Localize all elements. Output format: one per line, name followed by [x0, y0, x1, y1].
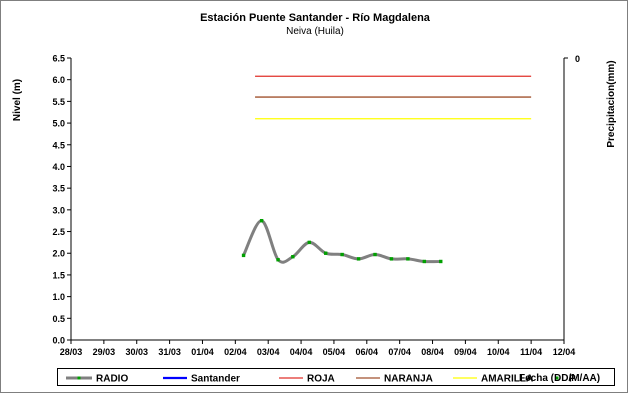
- data-point-p: [307, 240, 311, 245]
- y-tick-label: 4.5: [52, 140, 65, 150]
- legend-label-p: P: [569, 374, 576, 385]
- y-tick-label: 3.5: [52, 184, 65, 194]
- legend-marker-radio: [77, 376, 81, 380]
- y2-axis-label: Precipitacion(mm): [606, 60, 617, 147]
- legend-label-naranja: NARANJA: [384, 374, 433, 385]
- data-point-p: [340, 252, 344, 257]
- x-tick-label: 03/04: [257, 347, 280, 357]
- x-tick-label: 02/04: [224, 347, 247, 357]
- x-tick-labels: 28/03 29/03 30/03 31/03 01/04 02/04 03/04 04/04…: [60, 347, 576, 357]
- y-tick-label: 6.5: [52, 54, 65, 64]
- x-tick-label: 30/03: [125, 347, 148, 357]
- y2-tick-label: 0: [575, 54, 580, 64]
- y-tick-label: 1.0: [52, 292, 65, 302]
- x-tick-label: 12/04: [553, 347, 576, 357]
- x-tick-label: 01/04: [191, 347, 214, 357]
- y-tick-label: 5.5: [52, 97, 65, 107]
- y-tick-label: 0.5: [52, 314, 65, 324]
- y-tick-label: 4.0: [52, 162, 65, 172]
- x-tick-label: 07/04: [388, 347, 411, 357]
- x-axis-label: Fecha (DD/M/AA): [519, 373, 601, 384]
- series-points: [241, 218, 443, 264]
- x-tick-label: 06/04: [356, 347, 379, 357]
- data-point-p: [389, 257, 394, 261]
- x-tick-label: 09/04: [454, 347, 477, 357]
- x-tick-label: 08/04: [421, 347, 444, 357]
- y-tick-label: 5.0: [52, 119, 65, 129]
- data-point-p: [422, 259, 427, 264]
- y-tick-label: 3.0: [52, 205, 65, 215]
- y-tick-labels: 0.0 0.5 1.0 1.5 2.0 2.5 3.0 3.5 4.0 4.5 5.0 5.5 6.0 6…: [52, 54, 65, 346]
- legend-label-radio: RADIO: [96, 374, 128, 385]
- y2-tick-labels: 0: [575, 54, 580, 64]
- data-point-p: [291, 255, 295, 259]
- legend: RADIO Santander ROJA NARANJA AMARILLA P: [57, 368, 615, 386]
- data-point-p: [276, 258, 280, 262]
- data-point-p: [324, 251, 328, 255]
- y-tick-label: 6.0: [52, 75, 65, 85]
- x-tick-label: 10/04: [487, 347, 510, 357]
- y-axis-label: Nivel (m): [12, 79, 23, 121]
- data-point-p: [259, 218, 264, 223]
- legend-swatch-p: [555, 376, 559, 380]
- series-lines: [242, 75, 532, 264]
- x-tick-label: 04/04: [290, 347, 313, 357]
- legend-svg: RADIO Santander ROJA NARANJA AMARILLA P: [66, 374, 576, 385]
- y-tick-label: 1.5: [52, 270, 65, 280]
- x-tick-label: 29/03: [93, 347, 116, 357]
- y-tick-label: 2.0: [52, 249, 65, 259]
- y-tick-label: 0.0: [52, 336, 65, 346]
- data-point-p: [356, 257, 361, 261]
- x-tick-label: 11/04: [520, 347, 542, 357]
- x-tick-label: 28/03: [60, 347, 83, 357]
- legend-label-roja: ROJA: [307, 374, 335, 385]
- chart-subtitle: Neiva (Huila): [286, 26, 344, 37]
- data-point-p: [439, 259, 443, 264]
- axes: [67, 57, 568, 344]
- y-tick-label: 2.5: [52, 227, 65, 237]
- x-tick-label: 31/03: [158, 347, 181, 357]
- legend-label-santander: Santander: [191, 374, 240, 385]
- x-tick-label: 05/04: [323, 347, 346, 357]
- chart-title: Estación Puente Santander - Río Magdalen…: [200, 12, 431, 24]
- data-point-p: [373, 252, 377, 257]
- legend-label-amarilla: AMARILLA: [481, 374, 533, 385]
- data-point-p: [241, 253, 246, 258]
- data-point-p: [406, 257, 410, 261]
